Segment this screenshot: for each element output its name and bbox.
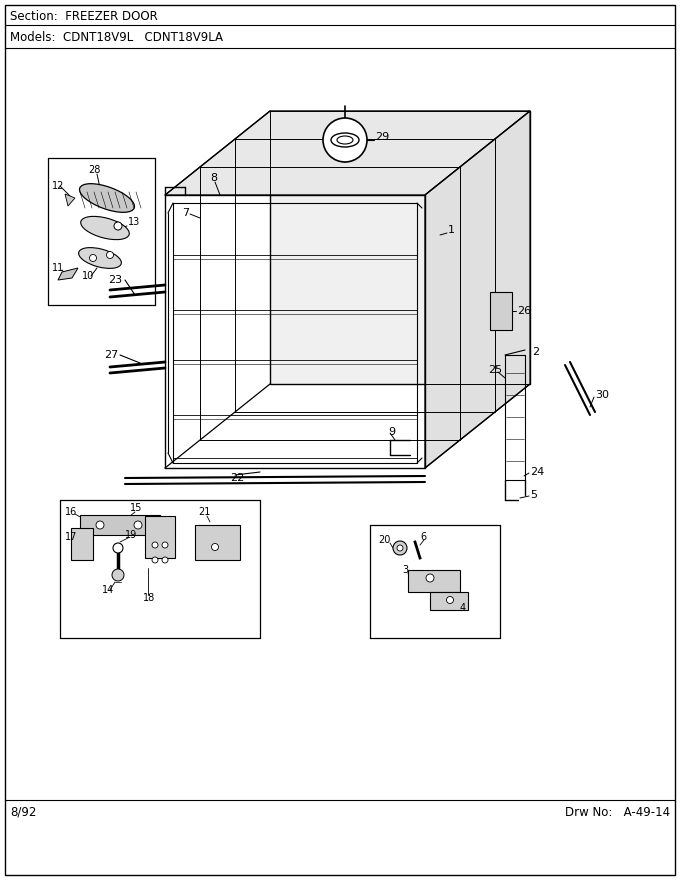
Text: Drw No:   A-49-14: Drw No: A-49-14 (565, 805, 670, 818)
Text: 12: 12 (52, 181, 65, 191)
Text: 17: 17 (65, 532, 78, 542)
Ellipse shape (331, 133, 359, 147)
Bar (490, 292, 512, 330)
Text: 20: 20 (378, 535, 390, 545)
Circle shape (90, 254, 97, 261)
Circle shape (112, 569, 124, 581)
Circle shape (426, 574, 434, 582)
Circle shape (134, 521, 142, 529)
Polygon shape (65, 194, 75, 206)
Ellipse shape (79, 247, 121, 268)
Circle shape (447, 597, 454, 604)
Circle shape (114, 222, 122, 230)
Polygon shape (425, 111, 530, 468)
Circle shape (397, 545, 403, 551)
Text: 4: 4 (460, 603, 466, 613)
Text: Section:  FREEZER DOOR: Section: FREEZER DOOR (10, 10, 158, 23)
Text: 13: 13 (128, 217, 140, 227)
Text: 21: 21 (198, 507, 210, 517)
Text: 27: 27 (104, 350, 118, 360)
Bar (71, 528, 93, 560)
Circle shape (323, 118, 367, 162)
Text: 29: 29 (375, 132, 389, 142)
Circle shape (107, 252, 114, 259)
Text: 10: 10 (82, 271, 95, 281)
Text: 14: 14 (102, 585, 114, 595)
Bar (408, 570, 460, 592)
Bar (145, 516, 175, 558)
Text: 8/92: 8/92 (10, 805, 36, 818)
Text: 26: 26 (517, 306, 531, 316)
Text: 7: 7 (182, 208, 189, 218)
Text: 6: 6 (420, 532, 426, 542)
Text: 19: 19 (125, 530, 137, 540)
Circle shape (162, 542, 168, 548)
Text: 3: 3 (402, 565, 408, 575)
Ellipse shape (337, 136, 353, 144)
Circle shape (393, 541, 407, 555)
Text: 1: 1 (448, 225, 455, 235)
Circle shape (162, 557, 168, 563)
Text: 15: 15 (130, 503, 142, 513)
Circle shape (113, 543, 123, 553)
Circle shape (96, 521, 104, 529)
Text: 22: 22 (230, 473, 244, 483)
Text: 16: 16 (65, 507, 78, 517)
FancyBboxPatch shape (195, 525, 240, 560)
Text: Models:  CDNT18V9L   CDNT18V9LA: Models: CDNT18V9L CDNT18V9LA (10, 31, 223, 43)
Ellipse shape (80, 184, 135, 212)
Text: 8: 8 (210, 173, 217, 183)
Circle shape (152, 542, 158, 548)
Polygon shape (58, 268, 78, 280)
Text: 23: 23 (108, 275, 122, 285)
Text: 18: 18 (143, 593, 155, 603)
Circle shape (211, 544, 218, 551)
Text: 28: 28 (88, 165, 101, 175)
Text: 11: 11 (52, 263, 64, 273)
Polygon shape (165, 111, 530, 195)
Text: 9: 9 (388, 427, 395, 437)
Polygon shape (270, 111, 530, 384)
Text: 25: 25 (488, 365, 502, 375)
Bar (80, 515, 160, 535)
Circle shape (152, 557, 158, 563)
Text: 5: 5 (530, 490, 537, 500)
Ellipse shape (81, 216, 129, 239)
Text: 2: 2 (532, 347, 539, 357)
Text: 30: 30 (595, 390, 609, 400)
Bar (430, 592, 468, 610)
Text: 24: 24 (530, 467, 544, 477)
